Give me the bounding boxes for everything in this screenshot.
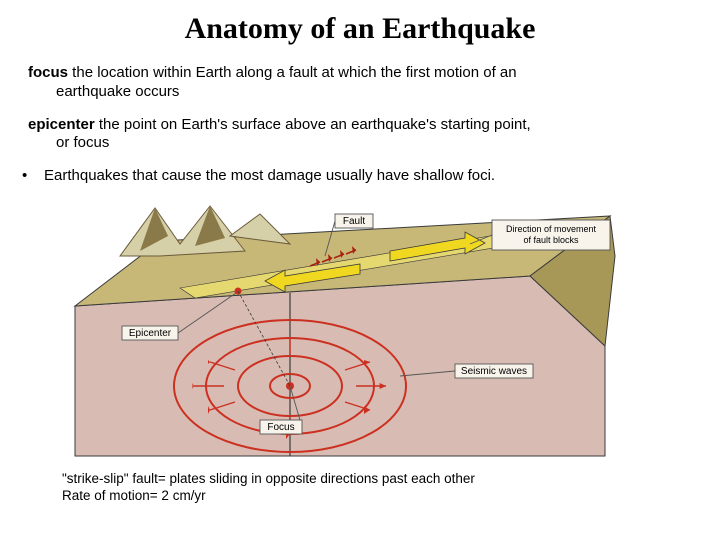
def-epicenter-text2: or focus <box>28 134 698 153</box>
bullet-shallow-foci: • Earthquakes that cause the most damage… <box>22 167 698 186</box>
svg-text:Focus: Focus <box>267 422 294 433</box>
svg-text:Epicenter: Epicenter <box>129 328 172 339</box>
diagram-svg: Fault Epicenter Focus Seismic waves Directio… <box>60 196 620 466</box>
def-focus-text2: earthquake occurs <box>28 83 698 102</box>
def-focus-text1: the location within Earth along a fault … <box>68 64 517 81</box>
svg-text:Fault: Fault <box>343 216 365 227</box>
svg-text:Seismic waves: Seismic waves <box>461 366 527 377</box>
term-focus: focus <box>28 64 68 81</box>
definition-epicenter: epicenter the point on Earth's surface a… <box>22 116 698 154</box>
footnote-line2: Rate of motion= 2 cm/yr <box>62 487 698 505</box>
footnote: "strike-slip" fault= plates sliding in o… <box>62 470 698 505</box>
term-epicenter: epicenter <box>28 116 95 133</box>
svg-text:Direction of movement: Direction of movement <box>506 224 597 234</box>
definition-focus: focus the location within Earth along a … <box>22 64 698 102</box>
bullet-text: Earthquakes that cause the most damage u… <box>44 167 495 186</box>
bullet-dot: • <box>22 167 44 186</box>
page-title: Anatomy of an Earthquake <box>22 12 698 46</box>
footnote-line1: "strike-slip" fault= plates sliding in o… <box>62 470 698 488</box>
earthquake-diagram: Fault Epicenter Focus Seismic waves Directio… <box>60 196 620 466</box>
svg-text:of fault blocks: of fault blocks <box>523 235 579 245</box>
def-epicenter-text1: the point on Earth's surface above an ea… <box>95 116 531 133</box>
